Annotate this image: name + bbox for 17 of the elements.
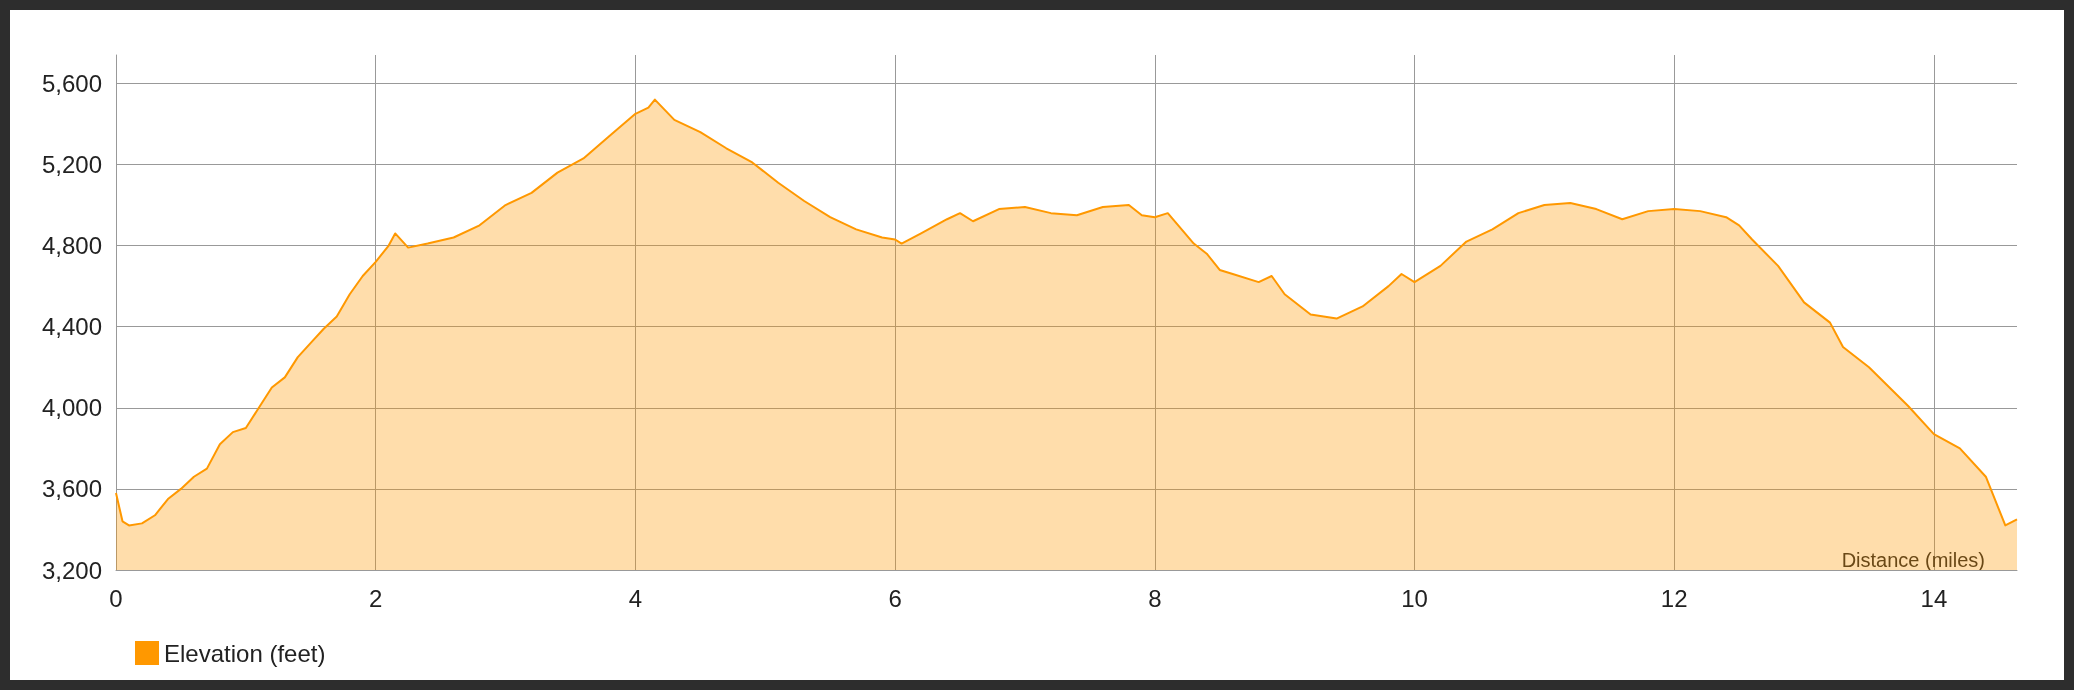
x-tick-label: 4 bbox=[628, 584, 643, 612]
y-tick-label: 4,000 bbox=[41, 394, 102, 422]
x-tick-label: 12 bbox=[1660, 584, 1688, 612]
y-tick-label: 4,400 bbox=[41, 313, 102, 341]
y-tick-label: 3,200 bbox=[41, 556, 102, 584]
x-tick-label: 8 bbox=[1148, 584, 1162, 612]
y-tick-label: 4,800 bbox=[41, 232, 102, 260]
x-tick-label: 10 bbox=[1401, 584, 1428, 612]
x-tick-label: 6 bbox=[888, 584, 902, 612]
legend-label: Elevation (feet) bbox=[164, 639, 326, 667]
x-axis-title: Distance (miles) bbox=[1841, 549, 1985, 571]
y-tick-label: 3,600 bbox=[41, 475, 102, 503]
x-tick-label: 0 bbox=[109, 584, 123, 612]
y-tick-label: 5,600 bbox=[41, 69, 102, 97]
x-tick-label: 2 bbox=[369, 584, 383, 612]
x-tick-label: 14 bbox=[1920, 584, 1948, 612]
y-tick-label: 5,200 bbox=[41, 150, 102, 178]
